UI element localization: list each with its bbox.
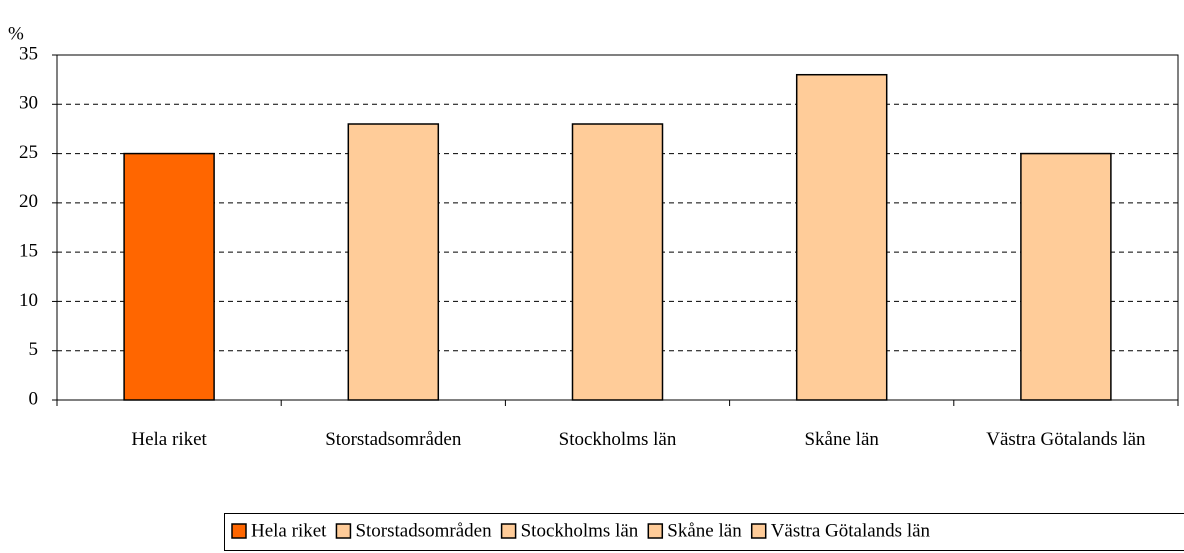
y-tick-label: 5 [29, 339, 39, 360]
legend: Hela riket Storstadsområden Stockholms län… [224, 513, 1184, 551]
legend-swatch [500, 523, 517, 539]
y-tick-label: 35 [19, 43, 38, 64]
y-tick-label: 30 [19, 93, 38, 114]
bar [123, 152, 215, 401]
legend-swatch [647, 523, 664, 539]
legend-swatch [231, 523, 247, 539]
legend-label: Hela riket [251, 520, 327, 541]
y-tick-label: 25 [19, 142, 38, 163]
y-tick-label: 0 [29, 388, 39, 409]
x-tick-label: Stockholms län [558, 429, 677, 450]
x-tick-label: Västra Götalands län [986, 429, 1146, 450]
legend-label: Stockholms län [521, 520, 639, 541]
legend-swatch [750, 523, 767, 539]
x-tick-label: Hela riket [131, 429, 207, 450]
y-axis-label: % [8, 23, 24, 44]
y-tick-label: 20 [19, 191, 38, 212]
legend-box [224, 513, 1184, 551]
legend-swatch [335, 523, 352, 539]
legend-label: Storstadsområden [355, 520, 492, 541]
y-tick-label: 10 [19, 290, 38, 311]
x-tick-label: Storstadsområden [325, 429, 462, 450]
legend-label: Västra Götalands län [771, 520, 931, 541]
bar [571, 123, 664, 401]
bar [1020, 152, 1112, 401]
x-tick-label: Skåne län [804, 429, 879, 450]
y-tick-label: 15 [19, 241, 38, 262]
legend-label: Skåne län [667, 520, 742, 541]
bar [795, 73, 888, 401]
bar [347, 123, 440, 401]
